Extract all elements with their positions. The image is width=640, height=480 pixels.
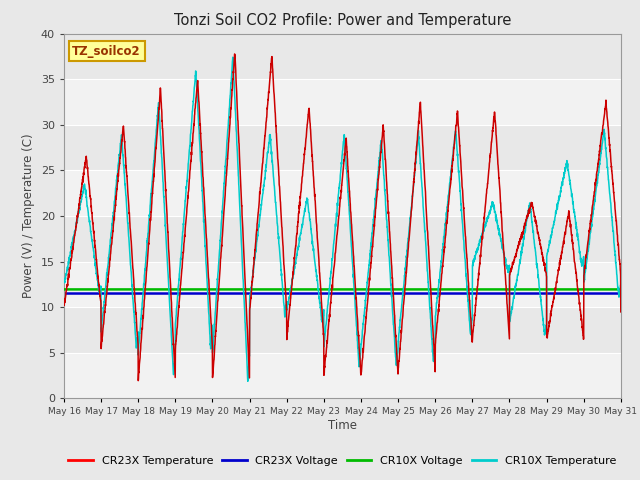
X-axis label: Time: Time (328, 419, 357, 432)
Bar (64, 170, 621, 216)
Bar (64, 79, 621, 125)
Legend: CR23X Temperature, CR23X Voltage, CR10X Voltage, CR10X Temperature: CR23X Temperature, CR23X Voltage, CR10X … (64, 451, 621, 470)
Y-axis label: Power (V) / Temperature (C): Power (V) / Temperature (C) (22, 134, 35, 298)
Bar (64, 353, 621, 398)
Title: Tonzi Soil CO2 Profile: Power and Temperature: Tonzi Soil CO2 Profile: Power and Temper… (173, 13, 511, 28)
Text: TZ_soilco2: TZ_soilco2 (72, 45, 141, 58)
Bar (64, 262, 621, 307)
